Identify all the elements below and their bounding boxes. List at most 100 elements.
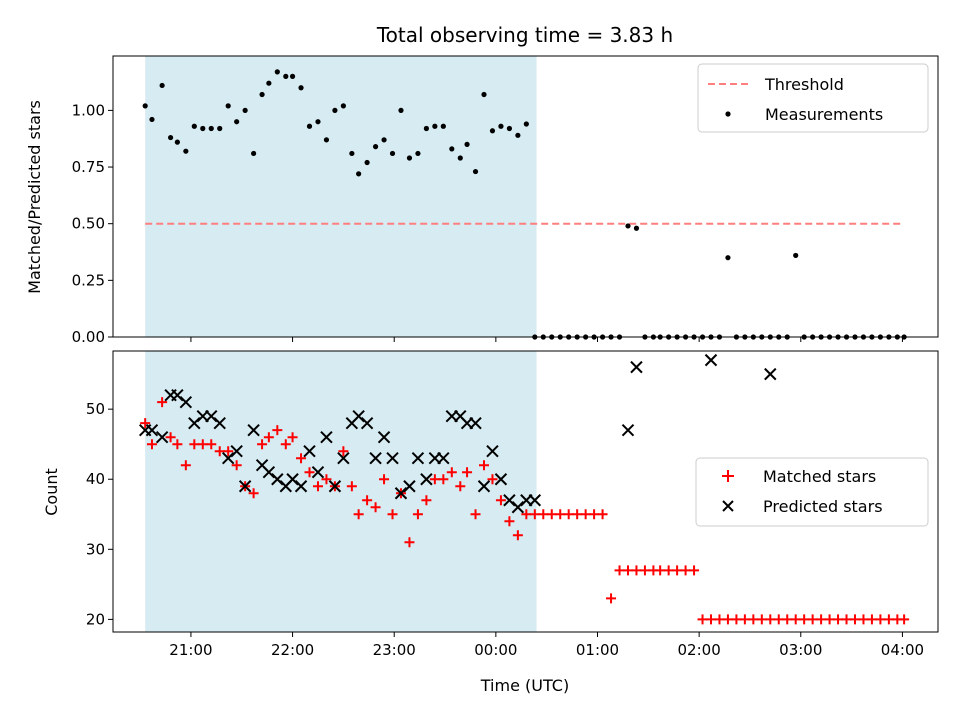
x-axis-label: Time (UTC)	[480, 676, 569, 695]
ratio-x-ticks	[190, 337, 903, 342]
matched-stars-point	[172, 439, 183, 450]
matched-stars-point	[287, 432, 298, 443]
measurement-point	[174, 139, 180, 145]
matched-stars-point	[597, 509, 608, 520]
matched-stars-point	[353, 509, 364, 520]
matched-stars-point	[257, 439, 268, 450]
measurement-point	[725, 255, 731, 261]
matched-stars-point	[304, 467, 315, 478]
matched-stars-point	[849, 614, 860, 625]
measurement-point	[372, 144, 379, 150]
matched-stars-point	[739, 614, 750, 625]
ratio-legend: Threshold Measurements	[697, 63, 929, 133]
matched-stars-point	[841, 614, 852, 625]
matched-stars-point	[438, 474, 449, 485]
measurement-point	[183, 148, 189, 154]
predicted-stars-point	[262, 466, 276, 479]
matched-stars-point	[165, 432, 176, 443]
measurement-point	[498, 123, 504, 129]
measurement-point	[398, 107, 404, 113]
matched-stars-point	[631, 565, 642, 576]
y-tick-label: 0.75	[72, 158, 105, 176]
matched-stars-point	[697, 614, 708, 625]
matched-stars-point	[546, 509, 557, 520]
matched-stars-point	[756, 614, 767, 625]
predicted-stars-point	[369, 452, 382, 465]
measurement-point	[349, 150, 355, 157]
y-tick-label: 1.00	[72, 101, 105, 119]
matched-stars-point	[816, 614, 827, 625]
matched-stars-point	[321, 474, 332, 485]
ratio-y-ticks: 0.00 0.25 0.50 0.75 1.00	[72, 101, 113, 346]
predicted-stars-point	[528, 494, 542, 507]
chart-title: Total observing time = 3.83 h	[376, 23, 673, 47]
matched-stars-point	[504, 516, 515, 527]
measurement-point	[472, 168, 479, 175]
measurement-point	[340, 103, 346, 109]
predicted-stars-point	[171, 388, 184, 402]
y-tick-label: 30	[86, 540, 105, 558]
legend-predicted-label: Predicted stars	[763, 497, 883, 516]
x-tick-label: 02:00	[678, 641, 721, 659]
measurement-point	[283, 73, 289, 79]
matched-stars-point	[748, 614, 759, 625]
predicted-stars-point	[486, 444, 499, 458]
y-tick-label: 0.25	[72, 271, 105, 289]
matched-stars-point	[883, 614, 894, 625]
matched-stars-point	[446, 467, 457, 478]
x-tick-label: 04:00	[881, 641, 924, 659]
measurement-point	[633, 225, 640, 231]
count-x-ticks: 21:00 22:00 23:00 00:00 01:00 02:00 03:00 04:00	[169, 632, 924, 659]
measurement-point	[323, 137, 330, 143]
matched-stars-point	[379, 474, 390, 485]
measurement-point	[381, 137, 387, 143]
matched-stars-point	[799, 614, 810, 625]
count-frame	[112, 350, 939, 633]
count-shaded-span	[145, 351, 537, 632]
measurement-point	[793, 252, 799, 259]
predicted-stars-point	[477, 480, 491, 493]
matched-stars-point	[773, 614, 784, 625]
matched-stars-point	[521, 509, 532, 520]
matched-stars-point	[214, 446, 225, 457]
matched-stars-point	[714, 614, 725, 625]
matched-stars-point	[487, 474, 498, 485]
x-tick-label: 00:00	[474, 641, 517, 659]
matched-stars-point	[731, 614, 742, 625]
predicted-stars-point	[511, 501, 525, 514]
x-tick-label: 03:00	[779, 641, 822, 659]
matched-stars-point	[197, 439, 208, 450]
legend-matched-swatch	[722, 470, 734, 482]
y-tick-label: 0.00	[72, 328, 105, 346]
predicted-stars-point	[630, 360, 643, 374]
matched-stars-point	[655, 565, 666, 576]
matched-stars-point	[421, 495, 432, 506]
measurement-point	[217, 125, 223, 132]
matched-stars-point	[231, 460, 242, 471]
predicted-stars-point	[503, 494, 516, 507]
measurement-point	[242, 107, 248, 113]
legend-measurements-swatch	[725, 111, 731, 117]
measurement-point	[266, 80, 272, 86]
matched-stars-point	[663, 565, 674, 576]
measurement-point	[306, 123, 313, 129]
matched-stars-point	[370, 502, 381, 513]
matched-stars-point	[346, 481, 357, 492]
predicted-stars-point	[394, 487, 408, 500]
predicted-stars-point	[271, 473, 284, 486]
matched-stars-point	[622, 565, 633, 576]
x-tick-label: 22:00	[271, 641, 314, 659]
predicted-stars-point	[352, 409, 365, 423]
matched-stars-point	[180, 460, 191, 471]
matched-stars-point	[875, 614, 886, 625]
matched-stars-point	[495, 495, 506, 506]
matched-stars-point	[248, 488, 259, 499]
measurement-point	[251, 150, 257, 157]
y-tick-label: 50	[86, 400, 105, 418]
matched-stars-point	[833, 614, 844, 625]
matched-stars-point	[296, 453, 307, 464]
y-tick-label: 40	[86, 470, 105, 488]
matched-stars-point	[722, 614, 733, 625]
matched-stars-point	[280, 439, 291, 450]
matched-stars-point	[387, 509, 398, 520]
